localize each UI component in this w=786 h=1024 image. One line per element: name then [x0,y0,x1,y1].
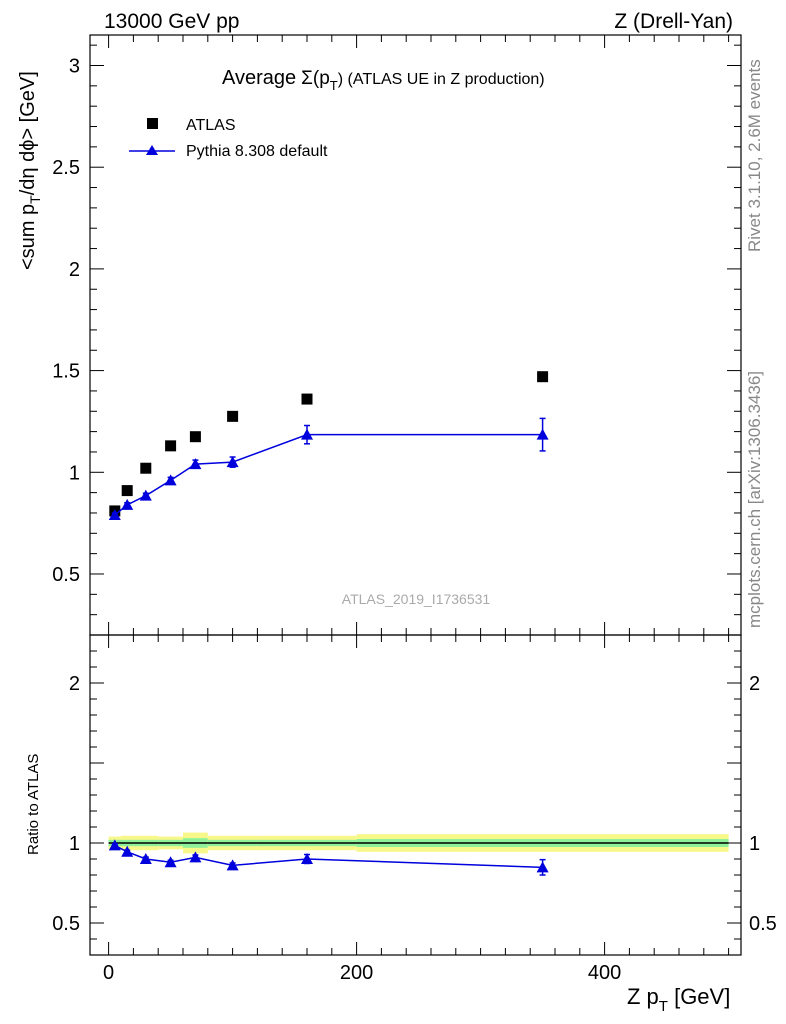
atlas-point [165,440,177,452]
ratio-pythia-point [108,839,121,851]
x-axis-label: Z pT [GeV] [627,984,730,1015]
legend-pythia-marker [146,145,158,155]
ratio-y-tick-label: 1 [69,833,80,855]
ratio-frame [89,634,742,956]
main-series [108,371,549,520]
y-tick-label: 1 [69,462,80,484]
ratio-y-tick-label-right: 0.5 [749,913,777,935]
ratio-pythia-point [139,853,152,864]
pythia-point [108,509,121,520]
main-y-axis-label: <sum pT/dη dϕ> [GeV] [17,71,43,270]
pythia-point [536,428,549,440]
pythia-point [139,489,152,501]
atlas-point [189,431,201,443]
ratio-y-tick-label-right: 1 [749,833,760,855]
legend-atlas-label: ATLAS [186,117,236,134]
ratio-axes: 0 200 400 0.5 0.5 1 1 2 2 [52,634,777,984]
ratio-pythia-point [164,856,177,868]
atlas-point [121,485,133,497]
legend: ATLAS Pythia 8.308 default [129,117,328,160]
pythia-line [114,433,543,516]
atlas-point [537,371,549,383]
y-tick-label: 2 [69,259,80,281]
atlas-point [227,410,239,422]
ratio-series [108,839,549,876]
pythia-point [164,474,177,486]
y-tick-label: 1.5 [52,361,80,383]
pythia-point [226,456,239,468]
collision-label: 13000 GeV pp [104,10,239,33]
y-tick-label: 2.5 [52,157,80,179]
ratio-pythia-point [301,853,313,864]
atlas-point [301,393,313,405]
rivet-note: Rivet 3.1.10, 2.6M events [745,59,764,252]
ratio-y-axis-label: Ratio to ATLAS [25,754,42,855]
source-note: mcplots.cern.ch [arXiv:1306.3436] [745,371,764,628]
ratio-y-tick-label: 2 [69,673,80,695]
x-tick-label: 400 [588,962,621,984]
pythia-point [301,428,313,440]
plot-title: Average Σ(pT) (ATLAS UE in Z production) [222,67,545,93]
process-label: Z (Drell-Yan) [614,10,733,33]
ratio-pythia-point [189,851,202,863]
ratio-y-tick-label-right: 2 [749,673,760,695]
ratio-pythia-point [121,845,134,857]
y-tick-label: 3 [69,56,80,78]
main-axes: 0.5 1 1.5 2 2.5 3 [52,34,742,636]
ratio-pythia-point [226,859,239,871]
ratio-uncertainty-bands [108,832,729,854]
atlas-point [140,462,152,474]
ratio-pythia-point [536,861,549,873]
x-tick-label: 0 [103,962,114,984]
y-tick-label: 0.5 [52,564,80,586]
legend-pythia-label: Pythia 8.308 default [186,143,328,160]
x-tick-label: 200 [340,962,373,984]
pythia-point [121,498,134,510]
analysis-watermark: ATLAS_2019_I1736531 [342,591,491,607]
pythia-point [189,458,202,470]
legend-atlas-marker [147,118,158,129]
ratio-y-tick-label: 0.5 [52,913,80,935]
